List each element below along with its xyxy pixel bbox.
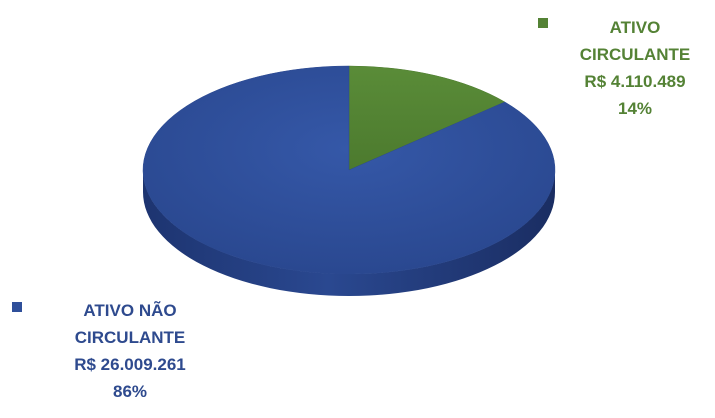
slice-percent: 14% — [617, 99, 653, 118]
slice-label-ativo-circulante: ATIVO CIRCULANTE R$ 4.110.489 14% — [560, 14, 710, 122]
slice-label-ativo-nao-circulante: ATIVO NÃO CIRCULANTE R$ 26.009.261 86% — [30, 297, 230, 405]
slice-percent: 86% — [112, 382, 148, 401]
slice-label-line1: ATIVO NÃO — [83, 301, 177, 320]
pie-side-wall — [143, 170, 555, 296]
slice-label-line2: CIRCULANTE — [579, 45, 691, 64]
legend-marker-ativo-circulante — [538, 18, 548, 28]
slice-label-line1: ATIVO — [609, 18, 661, 37]
slice-value: R$ 4.110.489 — [584, 72, 686, 91]
slice-label-line2: CIRCULANTE — [74, 328, 186, 347]
pie-slice-ativo-nao-circulante — [142, 65, 556, 275]
pie-slice-ativo-circulante — [348, 65, 506, 171]
slice-value: R$ 26.009.261 — [74, 355, 186, 374]
legend-marker-ativo-nao-circulante — [12, 302, 22, 312]
